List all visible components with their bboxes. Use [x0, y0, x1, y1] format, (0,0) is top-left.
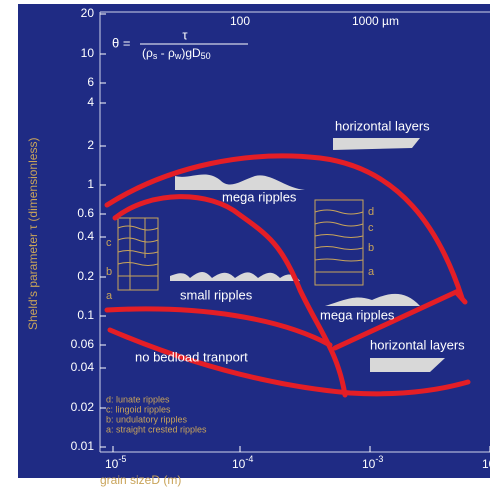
mega-ripples-shape: [175, 174, 305, 190]
box-letter: b: [106, 266, 112, 278]
subscript: w: [174, 51, 182, 61]
ripple-box: [117, 199, 364, 291]
region-label: small ripples: [180, 287, 253, 302]
ticks: 201064210.60.40.20.10.060.040.020.0110-5…: [71, 6, 498, 471]
key-item: b: undulatory ripples: [106, 414, 188, 424]
formula-part: - ρ: [157, 46, 175, 60]
formula-denominator: (ρs - ρw)gD50: [142, 46, 211, 61]
horizontal-layers-shape: [370, 358, 445, 372]
tick-base: 10: [105, 457, 119, 471]
formula-lhs: θ =: [112, 35, 130, 50]
box-letter: a: [368, 266, 375, 278]
key-item: a: straight crested ripples: [106, 424, 207, 434]
boundary-curve: [332, 288, 468, 351]
region-label: mega ripples: [222, 189, 297, 204]
y-tick-label: 0.02: [71, 400, 95, 414]
y-tick-label: 0.4: [77, 229, 94, 243]
mega-ripples-shape: [325, 293, 420, 306]
y-tick-label: 0.1: [77, 308, 94, 322]
boundary-curve: [104, 306, 333, 348]
y-tick-label: 0.06: [71, 337, 95, 351]
subscript: s: [153, 51, 158, 61]
region-label: no bedload tranport: [135, 349, 248, 364]
box-letter: d: [368, 206, 374, 218]
x-tick-label: 10-3: [362, 454, 383, 471]
formula-part: (ρ: [142, 46, 153, 60]
key-item: c: lingoid ripples: [106, 404, 171, 414]
boundaries: [104, 153, 471, 398]
x-axis-label: grain sizeD (m): [100, 473, 181, 487]
box-letter: b: [368, 242, 374, 254]
small-ripples-shape: [170, 272, 300, 281]
formula-part: )gD: [181, 46, 201, 60]
formula: θ = τ (ρs - ρw)gD50: [112, 27, 248, 61]
y-tick-label: 1: [87, 177, 94, 191]
tick-exponent: -: [495, 454, 498, 464]
tick-base: 10: [232, 457, 246, 471]
x-tick-label: 10-5: [105, 454, 126, 471]
tick-base: 10: [362, 457, 376, 471]
y-tick-label: 2: [87, 138, 94, 152]
x-tick-label: 10-: [482, 454, 498, 471]
y-tick-label: 6: [87, 75, 94, 89]
y-axis-label: Sheld's parameter τ (dimensionless): [26, 138, 40, 330]
box-letter: c: [106, 237, 112, 249]
boundary-curve: [107, 327, 471, 397]
region-label: horizontal layers: [370, 337, 465, 352]
boundary-curve: [104, 153, 465, 301]
background: [18, 4, 490, 478]
y-tick-label: 0.6: [77, 206, 94, 220]
tick-exponent: -5: [118, 454, 126, 464]
y-tick-label: 4: [87, 95, 94, 109]
region-label: mega ripples: [320, 307, 395, 322]
tick-base: 10: [482, 457, 496, 471]
formula-numerator: τ: [182, 27, 188, 42]
y-tick-label: 0.2: [77, 269, 94, 283]
horizontal-layers-shape: [333, 138, 420, 150]
region-label: horizontal layers: [335, 118, 430, 133]
tick-exponent: -3: [375, 454, 383, 464]
x-tick-label: 10-4: [232, 454, 253, 471]
key-item: d: lunate ripples: [106, 394, 170, 404]
box-letter: c: [368, 222, 374, 234]
y-tick-label: 10: [81, 46, 95, 60]
y-tick-label: 0.01: [71, 439, 95, 453]
box-letter: a: [106, 290, 113, 302]
tick-exponent: -4: [245, 454, 253, 464]
y-tick-label: 20: [81, 6, 95, 20]
top-tick-label: 100: [230, 14, 250, 28]
top-tick-label: 1000 µm: [352, 14, 399, 28]
y-tick-label: 0.04: [71, 360, 95, 374]
subscript: 50: [201, 51, 211, 61]
